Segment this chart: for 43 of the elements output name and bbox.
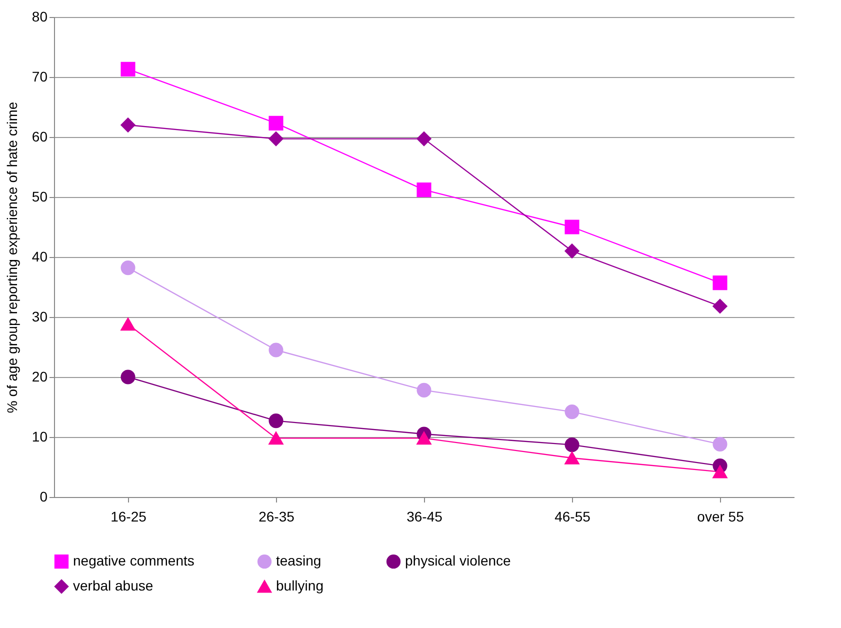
point [120,370,136,384]
y-tick-label: 30 [32,308,48,324]
point [268,432,284,445]
point [564,220,580,234]
point [564,404,580,420]
point [564,438,580,452]
y-tick-label: 70 [32,68,48,84]
point [416,132,432,146]
point [712,276,728,290]
legend-label: bullying [276,578,324,594]
point [268,132,284,146]
point [712,465,728,478]
point [416,382,432,398]
y-tick-label: 50 [32,188,48,204]
y-tick-label: 80 [32,8,48,24]
point [416,182,432,198]
legend-label: physical violence [405,552,512,569]
x-tick-label: 36-45 [406,508,443,524]
point [120,318,136,331]
y-tick-label: 40 [32,248,48,264]
x-tick-label: 16-25 [110,508,147,524]
legend-label: negative comments [73,552,194,569]
point [416,432,432,445]
y-tick-label: 0 [40,488,48,504]
y-tick-label: 10 [32,428,48,444]
legend-label: teasing [276,552,322,569]
x-tick-label: 26-35 [258,508,295,524]
point [268,342,284,358]
point [268,414,284,428]
point [564,452,580,464]
point [712,436,728,452]
legend-label: verbal abuse [73,578,154,594]
y-axis-title: % of age group reporting experience of hate crime [4,102,20,414]
point [564,244,580,258]
y-tick-label: 60 [32,128,48,144]
point [268,116,284,130]
point [120,62,136,76]
point [712,298,728,314]
y-tick-label: 20 [32,368,48,384]
point [120,118,136,132]
x-tick-label: 46-55 [554,508,591,524]
x-tick-label: over 55 [697,508,744,524]
point [120,260,136,276]
